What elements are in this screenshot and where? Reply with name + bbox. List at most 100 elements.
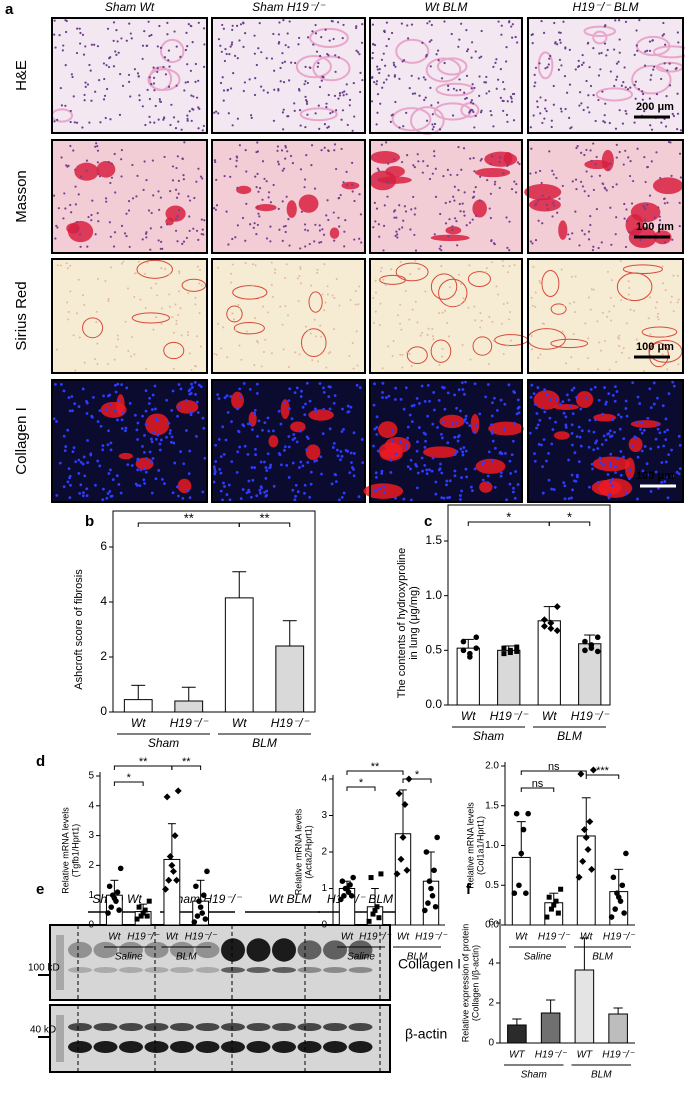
cell-nucleus: [642, 428, 646, 432]
cell-nucleus: [537, 199, 540, 202]
cell-nucleus: [62, 485, 66, 489]
cell-nucleus: [284, 276, 287, 279]
band: [170, 1041, 194, 1053]
cell-nucleus: [378, 235, 381, 238]
cell-nucleus: [399, 260, 402, 263]
cell-nucleus: [589, 84, 593, 88]
cell-nucleus: [635, 44, 638, 47]
cell-nucleus: [588, 418, 592, 422]
cell-nucleus: [382, 490, 386, 494]
cell-nucleus: [286, 150, 289, 153]
cell-nucleus: [317, 104, 320, 107]
cell-nucleus: [290, 417, 294, 421]
cell-nucleus: [413, 166, 416, 169]
cell-nucleus: [382, 81, 386, 84]
cell-nucleus: [465, 74, 469, 78]
cell-nucleus: [298, 353, 301, 356]
cell-nucleus: [440, 496, 444, 499]
cell-nucleus: [399, 303, 402, 306]
cell-nucleus: [333, 149, 336, 152]
stain-region: [445, 226, 462, 235]
cell-nucleus: [558, 402, 562, 406]
micrograph-frame: [211, 17, 366, 134]
cell-nucleus: [535, 202, 538, 205]
cell-nucleus: [462, 210, 465, 213]
cell-nucleus: [164, 268, 167, 271]
cell-nucleus: [120, 158, 123, 161]
cell-nucleus: [149, 121, 152, 124]
cell-nucleus: [67, 396, 71, 400]
cell-nucleus: [480, 29, 483, 33]
band: [272, 1041, 296, 1053]
cell-nucleus: [352, 452, 356, 455]
cell-nucleus: [300, 210, 303, 213]
cell-nucleus: [541, 406, 544, 410]
significance-bracket: [346, 786, 376, 791]
cell-nucleus: [67, 310, 70, 313]
cell-nucleus: [402, 125, 405, 128]
micrograph-frame: [527, 258, 684, 374]
cell-nucleus: [581, 185, 585, 188]
cell-nucleus: [266, 91, 269, 94]
cell-nucleus: [428, 177, 432, 181]
cell-nucleus: [312, 43, 315, 46]
y-tick-label: 0: [88, 920, 94, 931]
cell-nucleus: [433, 233, 436, 236]
cell-nucleus: [624, 492, 628, 495]
cell-nucleus: [101, 444, 105, 448]
cell-nucleus: [644, 207, 647, 210]
data-point: [594, 648, 601, 655]
cell-nucleus: [169, 123, 172, 127]
cell-nucleus: [158, 24, 161, 28]
cell-nucleus: [176, 215, 179, 218]
cell-nucleus: [656, 445, 660, 449]
cell-nucleus: [664, 475, 668, 479]
cell-nucleus: [396, 314, 399, 317]
cell-nucleus: [194, 80, 197, 83]
cell-nucleus: [425, 468, 429, 472]
cell-nucleus: [378, 324, 381, 327]
cell-nucleus: [151, 159, 154, 162]
significance-bracket: [113, 781, 144, 786]
cell-nucleus: [451, 225, 454, 228]
cell-nucleus: [225, 493, 229, 496]
cell-nucleus: [566, 91, 569, 94]
cell-nucleus: [462, 297, 465, 300]
group-label: BLM: [592, 952, 613, 963]
cell-nucleus: [609, 206, 612, 209]
data-point: [117, 865, 124, 872]
cell-nucleus: [431, 172, 434, 175]
band: [246, 967, 271, 973]
cell-nucleus: [490, 430, 494, 434]
cell-nucleus: [490, 459, 494, 463]
cell-nucleus: [398, 228, 401, 231]
cell-nucleus: [203, 219, 206, 222]
cell-nucleus: [437, 398, 441, 402]
cell-nucleus: [431, 422, 435, 426]
cell-nucleus: [66, 301, 69, 304]
cell-nucleus: [492, 125, 495, 128]
cell-nucleus: [223, 485, 226, 488]
cell-nucleus: [652, 402, 656, 406]
cell-nucleus: [618, 19, 621, 22]
cell-nucleus: [222, 481, 225, 485]
cell-nucleus: [460, 381, 464, 385]
cell-nucleus: [259, 295, 262, 298]
cell-nucleus: [109, 441, 113, 445]
cell-nucleus: [227, 243, 230, 246]
cell-nucleus: [532, 265, 535, 268]
cell-nucleus: [333, 472, 337, 476]
cell-nucleus: [136, 421, 140, 425]
cell-nucleus: [291, 488, 295, 492]
cell-nucleus: [337, 197, 340, 200]
cell-nucleus: [319, 455, 323, 459]
cell-nucleus: [179, 450, 182, 454]
cell-nucleus: [348, 104, 351, 107]
cell-nucleus: [436, 426, 439, 429]
cell-nucleus: [77, 278, 80, 281]
cell-nucleus: [671, 112, 674, 116]
cell-nucleus: [358, 237, 361, 240]
x-tick-label: H19⁻/⁻: [535, 1050, 567, 1061]
cell-nucleus: [318, 229, 322, 232]
cell-nucleus: [182, 462, 186, 466]
